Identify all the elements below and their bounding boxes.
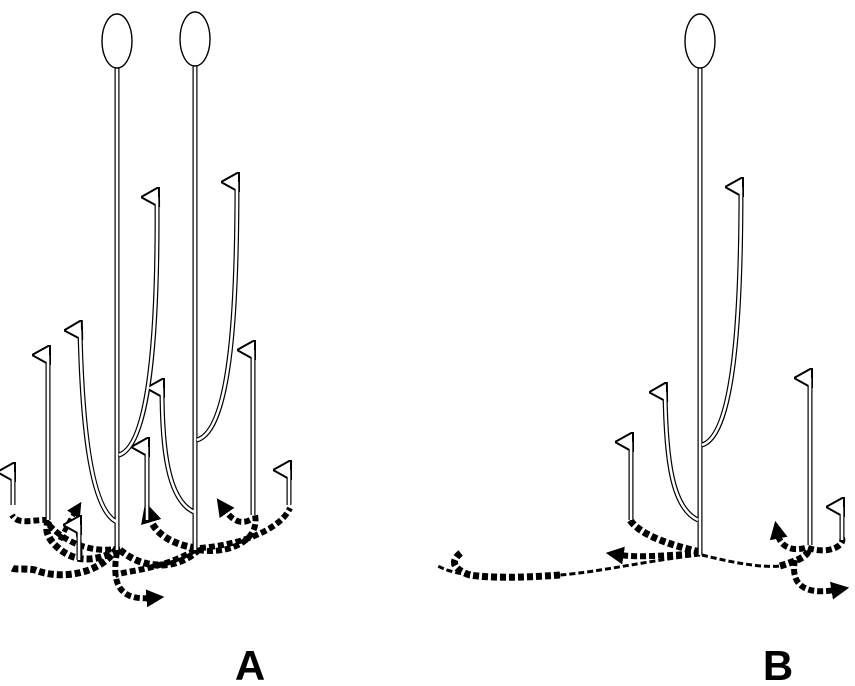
panel-label: A — [235, 642, 265, 686]
inner — [118, 196, 159, 457]
stem-cores — [11, 65, 291, 560]
rhiz — [199, 506, 293, 551]
rhiz — [559, 553, 701, 577]
rhizomes — [437, 517, 850, 600]
rhiz — [627, 517, 701, 556]
rhiz — [10, 545, 120, 579]
rhiz — [769, 520, 806, 553]
outer — [195, 182, 237, 443]
inner — [196, 181, 239, 442]
rhiz — [216, 498, 252, 525]
rhiz — [807, 536, 846, 554]
oval — [684, 13, 716, 69]
outer — [700, 187, 741, 448]
rhiz — [451, 549, 561, 581]
inner — [78, 329, 118, 524]
inner — [160, 387, 195, 514]
outer — [162, 388, 196, 515]
inner — [663, 391, 699, 522]
panel-b: B — [437, 13, 850, 686]
rhizomes — [9, 498, 293, 608]
rhiz — [9, 513, 121, 553]
rhiz — [778, 547, 812, 570]
panel-label: B — [763, 642, 793, 686]
rhiz — [701, 553, 781, 568]
rhiz — [114, 547, 197, 578]
rhiz — [43, 517, 120, 563]
panel-a: A — [9, 11, 293, 686]
oval — [179, 11, 211, 67]
stem-cores — [629, 67, 844, 555]
inner — [701, 186, 743, 447]
stems — [13, 65, 289, 560]
rhiz — [791, 559, 850, 600]
rhiz — [141, 501, 197, 552]
rhiz — [437, 564, 471, 577]
rhiz — [57, 501, 82, 542]
oval — [101, 13, 133, 69]
rhiz — [112, 551, 165, 608]
outer — [117, 197, 157, 458]
rhiz — [197, 514, 259, 554]
rhiz — [605, 546, 701, 565]
